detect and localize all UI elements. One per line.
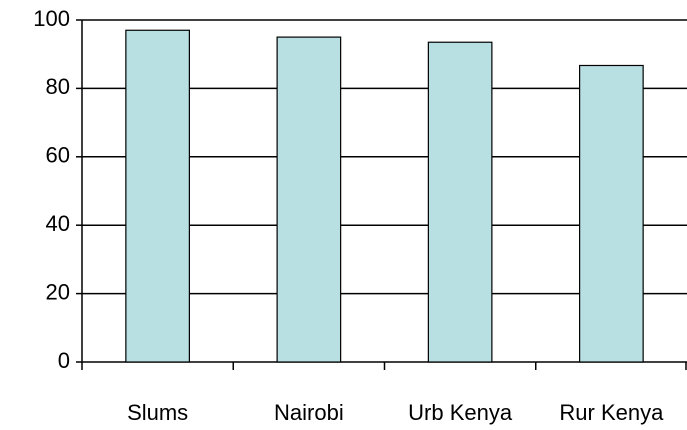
y-tick-label: 80 — [46, 74, 70, 99]
x-tick-label: Nairobi — [274, 400, 344, 425]
bar — [276, 36, 342, 363]
bar — [427, 41, 493, 363]
y-tick-label: 100 — [33, 6, 70, 31]
x-tick-label: Urb Kenya — [408, 400, 513, 425]
y-tick-label: 60 — [46, 143, 70, 168]
bar — [579, 64, 644, 363]
y-tick-label: 40 — [46, 211, 70, 236]
y-tick-label: 20 — [46, 279, 70, 304]
bar — [125, 29, 190, 363]
x-tick-label: Rur Kenya — [559, 400, 664, 425]
x-tick-label: Slums — [127, 400, 188, 425]
y-tick-label: 0 — [58, 348, 70, 373]
